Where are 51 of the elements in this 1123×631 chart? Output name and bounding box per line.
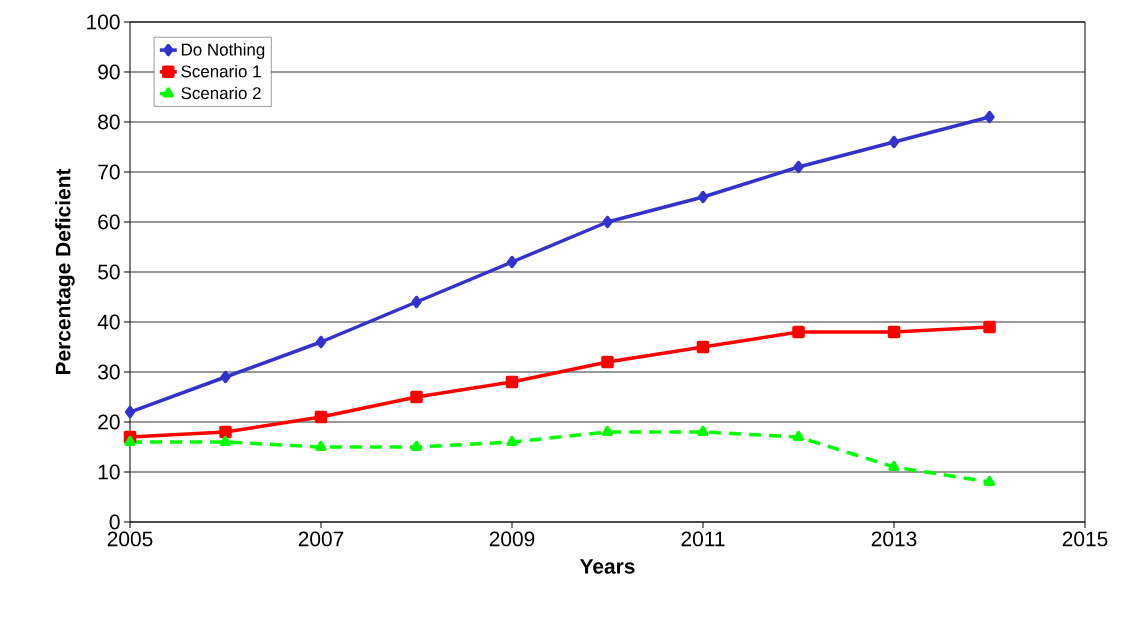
point [792,325,805,339]
legend-label: Scenario 2 [181,86,261,100]
point [793,160,804,174]
y-tick-label: 60 [98,214,120,230]
point [220,370,231,384]
y-tick-label: 50 [98,264,120,280]
point [506,435,518,446]
point [124,435,136,446]
point [410,390,423,404]
y-tick-label: 10 [98,464,120,480]
point [410,440,423,451]
point [505,375,519,389]
point [219,425,232,439]
x-tick-label: 2009 [489,531,535,547]
point [697,190,709,204]
y-axis-title: Percentage Deficient [55,168,75,375]
point [888,135,900,149]
y-tick-label: 80 [98,114,120,130]
x-tick-label: 2007 [298,531,344,547]
point [601,355,614,369]
y-tick-label: 0 [109,514,120,530]
point [124,405,136,419]
x-tick-label: 2011 [681,531,725,547]
y-tick-label: 90 [98,64,120,80]
point [506,255,518,269]
point [888,460,900,471]
point [792,430,805,441]
y-tick-label: 70 [98,164,120,180]
x-tick-label: 2013 [871,531,917,547]
point [983,320,996,334]
point [697,425,709,436]
point [315,335,327,349]
y-tick-label: 30 [98,364,120,380]
point [411,295,422,309]
x-tick-label: 2015 [1062,531,1108,547]
point [219,435,232,446]
point [696,340,710,354]
point [983,475,996,486]
legend-label: Do Nothing [181,43,265,59]
point [887,325,901,339]
legend-label: Scenario 1 [181,64,261,78]
point [602,215,613,229]
y-tick-label: 20 [98,414,120,430]
x-axis-title: Years [579,559,635,574]
point [601,425,614,436]
y-tick-label: 40 [97,314,120,330]
y-tick-label: 100 [87,14,120,30]
point [984,110,995,124]
point [314,410,328,424]
point [315,440,327,451]
x-tick-label: 2005 [107,531,153,547]
